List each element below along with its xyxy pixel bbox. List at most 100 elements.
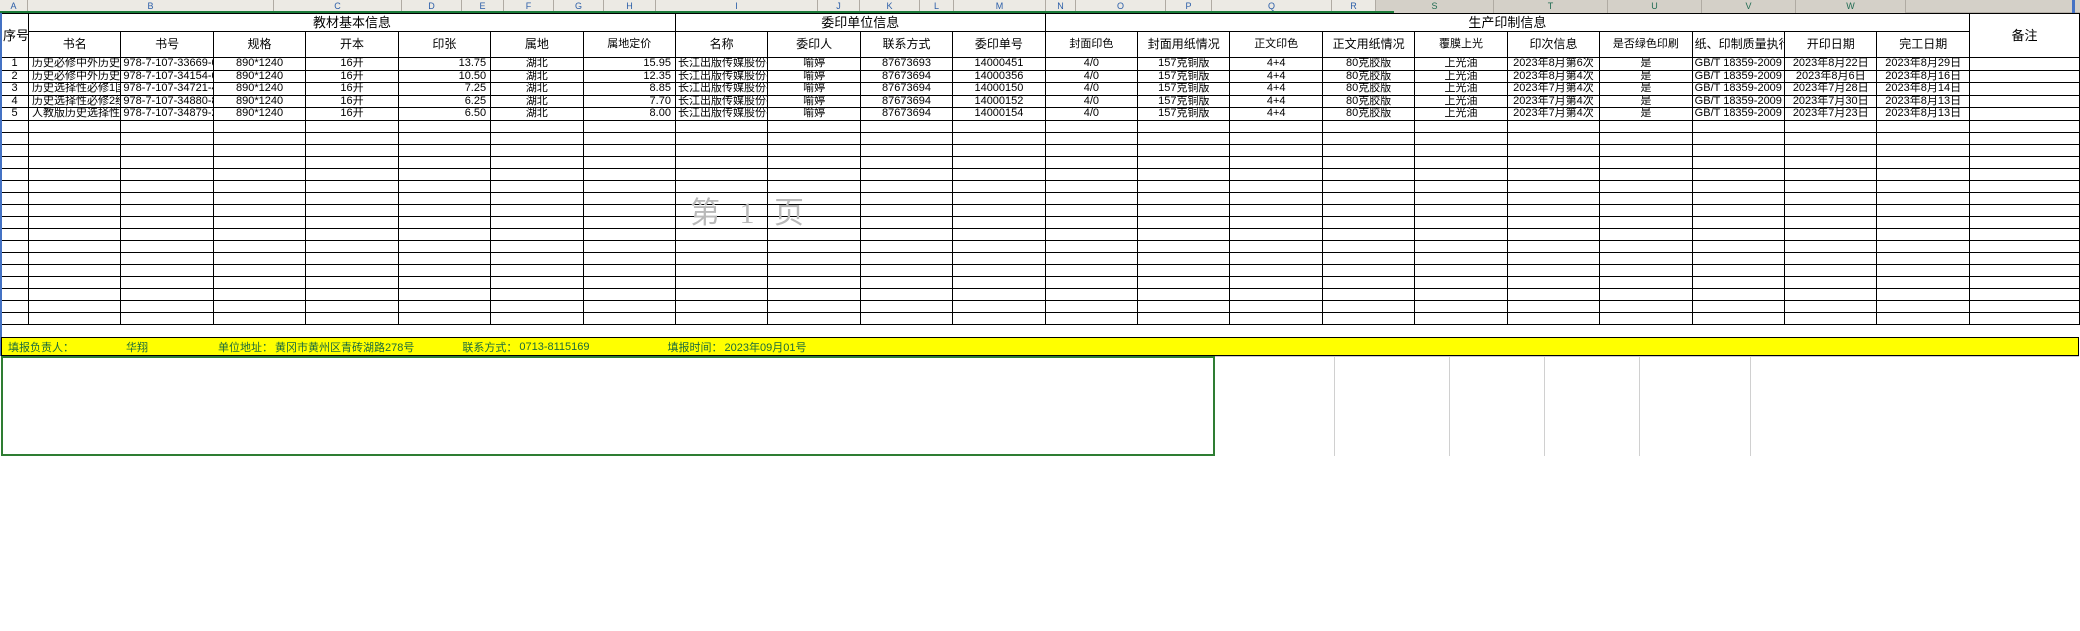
cell-empty-r11-cW[interactable] <box>1969 239 2080 253</box>
cell-empty-r6-cP[interactable] <box>1321 179 1416 193</box>
header-sub-18[interactable]: 是否绿色印刷 <box>1599 31 1693 58</box>
cell-empty-r12-cI[interactable] <box>674 251 769 265</box>
cell-empty-r3-cH[interactable] <box>582 143 676 157</box>
cell-empty-r12-cC[interactable] <box>120 251 214 265</box>
cell-empty-r17-cR[interactable] <box>1506 311 1601 325</box>
cell-empty-r3-cE[interactable] <box>305 143 399 157</box>
cell-empty-r11-cR[interactable] <box>1506 239 1601 253</box>
cell-empty-r15-cJ[interactable] <box>767 287 861 301</box>
cell-empty-r9-cE[interactable] <box>305 215 399 229</box>
cell-empty-r6-cA[interactable] <box>0 179 29 193</box>
cell-empty-r15-cV[interactable] <box>1876 287 1970 301</box>
cell-empty-r3-cS[interactable] <box>1599 143 1693 157</box>
cell-empty-r11-cK[interactable] <box>859 239 954 253</box>
cell-empty-r2-cF[interactable] <box>397 131 492 145</box>
cell-empty-r15-cU[interactable] <box>1784 287 1878 301</box>
cell-empty-r1-cF[interactable] <box>397 119 492 133</box>
data-grid[interactable]: 序号 教材基本信息 委印单位信息 生产印制信息 备注 书名 书号 规格 开本 印张 属地 属地定价 名称… <box>0 13 2080 325</box>
cell-empty-r11-cA[interactable] <box>0 239 29 253</box>
cell-r4-agent[interactable]: 喻婷 <box>767 94 861 109</box>
cell-empty-r2-cN[interactable] <box>1137 131 1231 145</box>
column-header-C[interactable]: C <box>274 0 402 13</box>
header-sub-12[interactable]: 封面印色 <box>1044 31 1139 58</box>
cell-r3-cover_paper[interactable]: 157克铜版 <box>1137 82 1231 96</box>
cell-empty-r1-cQ[interactable] <box>1414 119 1508 133</box>
cell-r2-lamination[interactable]: 上光油 <box>1414 69 1508 84</box>
cell-empty-r12-cS[interactable] <box>1599 251 1693 265</box>
cell-empty-r16-cM[interactable] <box>1044 299 1139 313</box>
cell-empty-r1-cT[interactable] <box>1691 119 1786 133</box>
cell-empty-r6-cK[interactable] <box>859 179 954 193</box>
cell-empty-r12-cB[interactable] <box>27 251 122 265</box>
cell-empty-r16-cK[interactable] <box>859 299 954 313</box>
table-row-empty[interactable] <box>0 299 2080 313</box>
column-header-H[interactable]: H <box>604 0 656 13</box>
cell-empty-r17-cF[interactable] <box>397 311 492 325</box>
cell-empty-r3-cI[interactable] <box>674 143 769 157</box>
cell-empty-r10-cN[interactable] <box>1137 227 1231 241</box>
cell-empty-r10-cE[interactable] <box>305 227 399 241</box>
cell-empty-r3-cL[interactable] <box>952 143 1046 157</box>
cell-r4-cover_paper[interactable]: 157克铜版 <box>1137 94 1231 109</box>
cell-empty-r17-cT[interactable] <box>1691 311 1786 325</box>
cell-empty-r5-cP[interactable] <box>1321 167 1416 181</box>
cell-empty-r5-cA[interactable] <box>0 167 29 181</box>
cell-empty-r9-cT[interactable] <box>1691 215 1786 229</box>
cell-empty-r12-cA[interactable] <box>0 251 29 265</box>
cell-empty-r13-cI[interactable] <box>674 263 769 277</box>
cell-empty-r15-cK[interactable] <box>859 287 954 301</box>
table-row-empty[interactable] <box>0 191 2080 205</box>
cell-empty-r1-cG[interactable] <box>490 119 584 133</box>
cell-empty-r16-cG[interactable] <box>490 299 584 313</box>
cell-r4-text_color[interactable]: 4+4 <box>1229 94 1323 109</box>
cell-empty-r12-cP[interactable] <box>1321 251 1416 265</box>
cell-r1-no[interactable]: 1 <box>0 57 29 71</box>
cell-r1-start_date[interactable]: 2023年8月22日 <box>1784 57 1878 71</box>
table-row-empty[interactable] <box>0 179 2080 193</box>
cell-empty-r14-cQ[interactable] <box>1414 275 1508 289</box>
cell-empty-r10-cH[interactable] <box>582 227 676 241</box>
cell-empty-r5-cK[interactable] <box>859 167 954 181</box>
cell-r4-unit_name[interactable]: 长江出版传媒股份有限公司 <box>674 94 769 109</box>
cell-empty-r7-cG[interactable] <box>490 191 584 205</box>
cell-empty-r3-cD[interactable] <box>212 143 307 157</box>
cell-r2-agent[interactable]: 喻婷 <box>767 69 861 84</box>
cell-empty-r2-cV[interactable] <box>1876 131 1970 145</box>
cell-empty-r12-cW[interactable] <box>1969 251 2080 265</box>
cell-empty-r6-cJ[interactable] <box>767 179 861 193</box>
cell-r5-green[interactable]: 是 <box>1599 107 1693 121</box>
cell-empty-r14-cL[interactable] <box>952 275 1046 289</box>
cell-empty-r4-cL[interactable] <box>952 155 1046 169</box>
cell-empty-r15-cP[interactable] <box>1321 287 1416 301</box>
cell-r1-format[interactable]: 16开 <box>305 57 399 71</box>
cell-empty-r11-cC[interactable] <box>120 239 214 253</box>
column-header-V[interactable]: V <box>1702 0 1796 13</box>
cell-empty-r4-cC[interactable] <box>120 155 214 169</box>
column-header-T[interactable]: T <box>1494 0 1608 13</box>
cell-empty-r5-cC[interactable] <box>120 167 214 181</box>
cell-empty-r12-cL[interactable] <box>952 251 1046 265</box>
cell-empty-r7-cR[interactable] <box>1506 191 1601 205</box>
cell-r4-spec[interactable]: 890*1240 <box>212 94 307 109</box>
cell-r5-isbn[interactable]: 978-7-107-34879-2 <box>120 107 214 121</box>
cell-empty-r13-cO[interactable] <box>1229 263 1323 277</box>
cell-empty-r13-cK[interactable] <box>859 263 954 277</box>
table-row[interactable]: 2历史必修中外历史纲要（下）978-7-107-34154-0890*12401… <box>0 69 2080 84</box>
table-row-empty[interactable] <box>0 167 2080 181</box>
cell-empty-r10-cT[interactable] <box>1691 227 1786 241</box>
cell-empty-r16-cB[interactable] <box>27 299 122 313</box>
cell-empty-r10-cM[interactable] <box>1044 227 1139 241</box>
cell-empty-r16-cT[interactable] <box>1691 299 1786 313</box>
cell-empty-r9-cG[interactable] <box>490 215 584 229</box>
cell-empty-r4-cT[interactable] <box>1691 155 1786 169</box>
cell-empty-r5-cN[interactable] <box>1137 167 1231 181</box>
header-sub-10[interactable]: 联系方式 <box>859 31 954 58</box>
cell-empty-r14-cE[interactable] <box>305 275 399 289</box>
cell-empty-r14-cT[interactable] <box>1691 275 1786 289</box>
cell-empty-r16-cL[interactable] <box>952 299 1046 313</box>
cell-empty-r6-cF[interactable] <box>397 179 492 193</box>
column-header-W[interactable]: W <box>1796 0 1906 13</box>
cell-r1-standard[interactable]: GB/T 18359-2009 <box>1691 57 1786 71</box>
cell-r1-remark[interactable] <box>1969 57 2080 71</box>
cell-r3-title[interactable]: 历史选择性必修1国家制度与社会治理 <box>27 82 122 96</box>
